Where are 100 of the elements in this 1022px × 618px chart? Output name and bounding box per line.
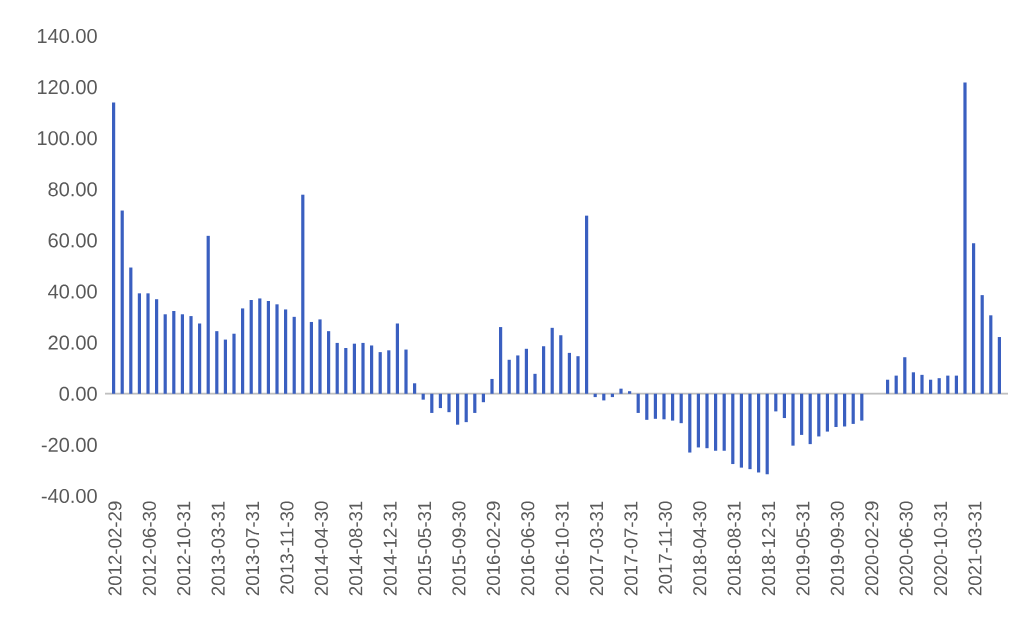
y-tick-label: 100.00	[37, 131, 97, 146]
bar	[765, 393, 769, 475]
x-tick-label: 2015-09-30	[452, 501, 466, 596]
y-tick-label: 120.00	[37, 80, 97, 95]
x-tick-label: 2015-05-31	[417, 501, 432, 596]
x-tick-label: 2017-03-31	[589, 501, 604, 596]
bar	[464, 393, 468, 423]
bar	[146, 293, 150, 394]
bar	[851, 393, 855, 424]
x-tick-label: 2021-03-31	[968, 501, 982, 596]
bar	[137, 293, 142, 394]
bar	[266, 301, 271, 394]
bar	[714, 393, 718, 451]
bar	[585, 215, 589, 394]
bar	[705, 393, 709, 449]
y-tick-label: -20.00	[41, 437, 97, 452]
bar	[628, 391, 632, 394]
bar	[490, 378, 494, 394]
bar	[748, 393, 752, 470]
bar	[524, 348, 528, 394]
bar	[894, 375, 898, 394]
bar	[413, 383, 417, 394]
bar	[791, 393, 795, 446]
bar	[404, 349, 408, 394]
x-tick-label: 2013-07-31	[245, 501, 260, 596]
bar	[542, 346, 546, 394]
bar	[929, 379, 933, 394]
bar	[447, 393, 451, 413]
x-tick-label: 2016-06-30	[521, 501, 535, 596]
x-tick-label: 2016-10-31	[555, 501, 569, 596]
bar	[696, 393, 700, 448]
bar	[292, 316, 296, 394]
x-tick-label: 2017-07-31	[624, 501, 638, 596]
bar	[671, 393, 675, 421]
bar	[275, 304, 279, 394]
bar	[284, 309, 288, 394]
bar	[808, 393, 812, 445]
bar	[318, 319, 322, 394]
bar	[954, 375, 958, 394]
x-tick-label: 2018-08-31	[727, 501, 741, 596]
x-tick-label: 2012-02-29	[108, 501, 122, 596]
bar	[619, 388, 623, 394]
bar	[567, 352, 571, 394]
bar	[843, 393, 847, 427]
x-tick-label: 2020-06-30	[899, 501, 913, 596]
bar	[206, 235, 210, 394]
bar	[370, 345, 374, 394]
x-tick-label: 2020-02-29	[865, 501, 879, 596]
x-tick-label: 2014-04-30	[314, 501, 328, 596]
bar	[817, 393, 821, 437]
x-tick-label: 2013-03-31	[211, 501, 225, 596]
y-tick-label: 0.00	[59, 386, 97, 401]
bar	[825, 393, 829, 432]
bar	[438, 393, 443, 409]
bar	[473, 393, 477, 413]
bar	[688, 393, 692, 453]
bar	[722, 393, 726, 451]
bar	[215, 331, 219, 394]
x-tick-label: 2020-10-31	[933, 501, 948, 596]
y-tick-label: 80.00	[48, 182, 97, 197]
bar	[507, 359, 511, 394]
x-tick-label: 2014-12-31	[383, 501, 397, 596]
bar	[885, 379, 890, 394]
y-tick-label: 20.00	[48, 335, 97, 350]
x-tick-label: 2018-04-30	[693, 501, 707, 596]
bar	[189, 316, 193, 394]
bar	[937, 378, 941, 394]
bar	[223, 339, 228, 394]
bar	[112, 102, 116, 394]
bar	[636, 393, 640, 413]
bar	[180, 314, 185, 394]
bar	[972, 243, 976, 394]
bar	[559, 335, 563, 394]
bar	[645, 393, 649, 420]
y-tick-label: -40.00	[41, 488, 97, 504]
bar	[576, 356, 580, 394]
y-tick-label: 60.00	[48, 233, 97, 248]
bar	[456, 393, 460, 425]
bar	[963, 82, 967, 394]
bar	[782, 393, 786, 419]
bar	[258, 298, 262, 394]
y-tick-label: 140.00	[37, 28, 97, 44]
bar	[903, 357, 907, 394]
bar	[327, 331, 331, 394]
bar	[920, 374, 924, 394]
x-tick-label: 2016-02-29	[486, 501, 500, 596]
x-tick-label: 2019-05-31	[796, 501, 810, 596]
bar	[997, 337, 1001, 394]
bar	[550, 327, 554, 394]
bar	[352, 343, 356, 394]
x-tick-label: 2018-12-31	[761, 501, 776, 596]
x-tick-label: 2017-11-30	[658, 501, 672, 594]
bar	[834, 393, 838, 427]
bar	[129, 267, 133, 394]
bar	[155, 299, 159, 394]
bar	[172, 310, 176, 394]
bar	[309, 321, 314, 394]
bar	[120, 210, 124, 394]
bar	[679, 393, 683, 424]
bar	[516, 355, 520, 394]
